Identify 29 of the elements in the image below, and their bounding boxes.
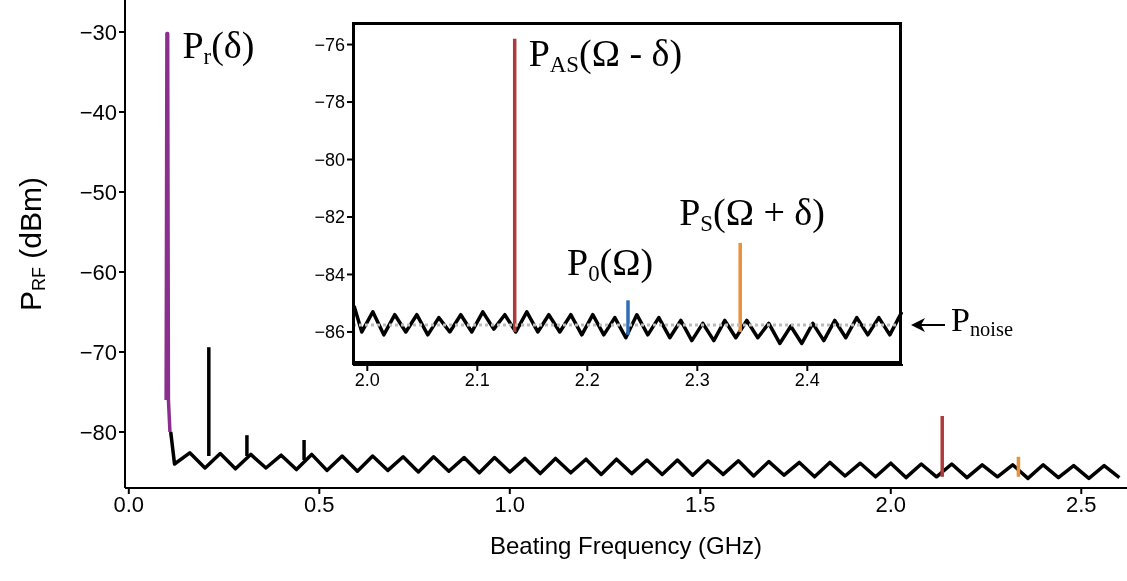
x-tick-label: 2.4	[794, 369, 820, 390]
x-tick-label: 1.0	[494, 491, 526, 517]
x-tick-label: 0.0	[113, 491, 145, 517]
y-tick-label: −86	[314, 322, 345, 343]
annotation: P$_{0}$(Ω)	[567, 241, 654, 287]
y-tick-label: −84	[314, 264, 345, 285]
ref-line-label: P$_{noise}$	[951, 301, 1013, 341]
y-tick-label: −80	[79, 419, 117, 445]
annotation: P$_{AS}$(Ω - δ)	[528, 31, 683, 77]
x-tick-label: 2.3	[684, 369, 710, 390]
x-tick-label: 2.1	[464, 369, 490, 390]
x-tick-label: 0.5	[304, 491, 335, 517]
x-tick-label: 2.2	[574, 369, 600, 390]
y-tick-label: −80	[314, 149, 345, 170]
y-tick-label: −82	[314, 207, 345, 228]
y-tick-label: −40	[79, 99, 117, 125]
y-tick-label: −50	[79, 179, 117, 205]
y-tick-label: −78	[314, 92, 345, 113]
y-tick-label: −70	[79, 339, 117, 365]
annotation: P$_{S}$(Ω + δ)	[679, 190, 825, 236]
x-axis-title: Beating Frequency (GHz)	[488, 532, 764, 559]
annotation: P$_{r}$(δ)	[182, 23, 255, 69]
y-tick-label: −60	[79, 259, 117, 285]
x-tick-label: 1.5	[685, 491, 716, 517]
y-tick-label: −76	[314, 34, 345, 55]
x-tick-label: 2.0	[354, 369, 380, 390]
x-tick-label: 2.0	[875, 491, 907, 517]
x-tick-label: 2.5	[1065, 491, 1097, 517]
y-tick-label: −30	[79, 19, 117, 45]
